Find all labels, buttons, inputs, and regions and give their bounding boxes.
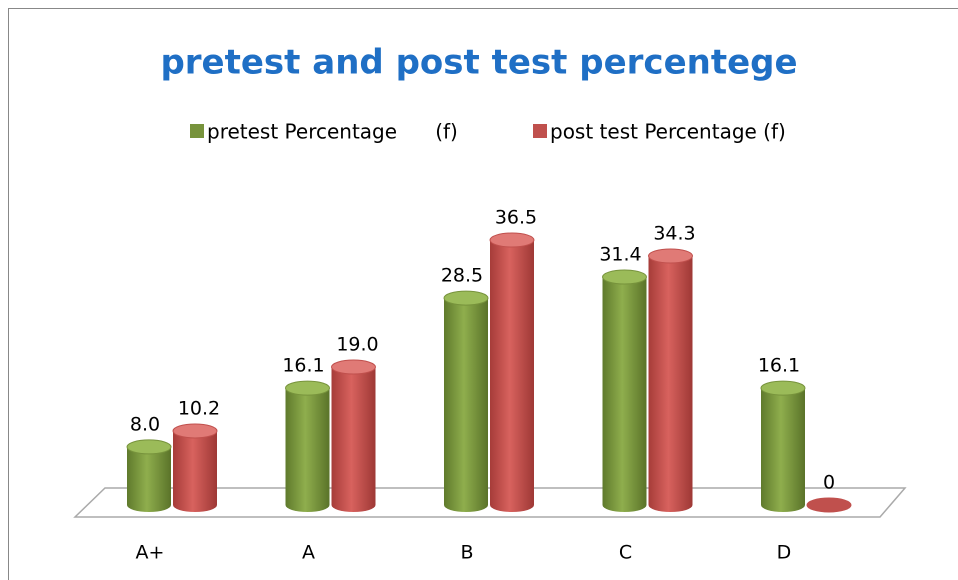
bar-top xyxy=(172,423,218,439)
bar xyxy=(331,359,376,512)
legend-label: pretest Percentage (f) xyxy=(207,120,458,144)
legend-swatch xyxy=(533,124,547,138)
data-label: 34.3 xyxy=(653,222,695,244)
bar-top xyxy=(602,269,647,285)
data-label: 8.0 xyxy=(130,413,160,435)
data-label: 31.4 xyxy=(599,244,641,266)
bar-body xyxy=(331,367,376,512)
x-tick-label: A+ xyxy=(136,542,165,564)
bar-top xyxy=(126,439,172,455)
bar xyxy=(489,232,535,512)
bar-top xyxy=(443,290,489,306)
bar-body xyxy=(173,430,217,512)
data-label: 16.1 xyxy=(282,355,324,377)
data-label: 10.2 xyxy=(178,397,220,419)
bar xyxy=(648,248,693,512)
x-tick-label: D xyxy=(777,542,792,564)
bar-body xyxy=(490,240,534,512)
chart-title: pretest and post test percentege xyxy=(160,43,797,83)
data-label: 28.5 xyxy=(441,265,483,287)
bar-top xyxy=(331,359,376,375)
data-label: 0 xyxy=(823,472,835,494)
bar xyxy=(760,380,806,512)
bar-body xyxy=(127,446,171,512)
data-label: 19.0 xyxy=(336,334,378,356)
bar-top xyxy=(489,232,535,248)
x-tick-label: C xyxy=(619,542,632,564)
bar xyxy=(602,269,647,512)
bar xyxy=(172,423,218,512)
bar-body xyxy=(761,388,805,512)
bar xyxy=(443,290,489,512)
x-tick-label: B xyxy=(460,542,473,564)
bar xyxy=(126,439,172,512)
legend-swatch xyxy=(190,124,204,138)
bar-body xyxy=(285,388,330,512)
bar xyxy=(806,497,852,513)
bar-top xyxy=(806,497,852,513)
bar-body xyxy=(444,298,488,512)
data-label: 16.1 xyxy=(758,355,800,377)
bar-top xyxy=(648,248,693,264)
bar xyxy=(285,380,330,512)
bar-body xyxy=(648,255,693,512)
bar-top xyxy=(760,380,806,396)
chart-border xyxy=(8,8,958,580)
legend-label: post test Percentage (f) xyxy=(550,120,786,144)
x-tick-label: A xyxy=(302,542,315,564)
bar-body xyxy=(602,277,647,512)
data-label: 36.5 xyxy=(495,207,537,229)
bar-top xyxy=(285,380,330,396)
